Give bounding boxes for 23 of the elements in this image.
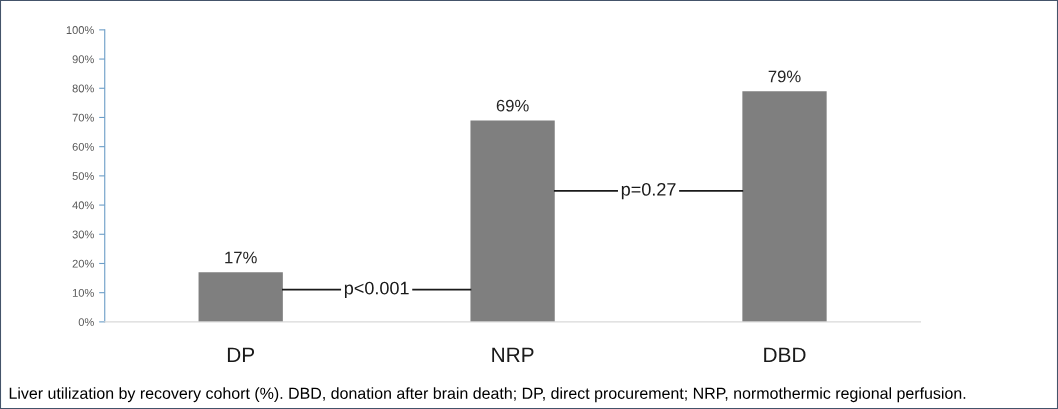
x-tick-label: NRP [492, 347, 534, 362]
y-tick-label: 10% [72, 288, 94, 297]
data-label: 79% [768, 70, 801, 83]
y-tick-label: 90% [72, 55, 94, 64]
x-tick-label: DBD [764, 347, 806, 362]
data-label: 17% [225, 251, 257, 264]
y-tick-label: 60% [72, 142, 94, 151]
y-tick-label: 80% [72, 84, 94, 93]
y-tick-label: 40% [72, 201, 94, 210]
annotation: p<0.001 [344, 281, 409, 299]
bar [742, 91, 827, 322]
y-tick-label: 30% [72, 230, 94, 239]
y-tick-label: 70% [72, 113, 94, 122]
text: Liver utilization by recovery cohort (%). DBD, donation after brain death; DP, direct procurement; NRP, normothermic regional perfusion. [9, 387, 966, 403]
annotation: p=0.27 [621, 182, 676, 200]
bar [470, 120, 555, 322]
y-tick-label: 100% [66, 26, 94, 34]
data-label: 69% [496, 99, 529, 112]
y-tick-label: 50% [72, 172, 94, 181]
x-tick-label: DP [227, 347, 255, 362]
y-tick-label: 0% [78, 318, 94, 327]
bar [198, 272, 283, 322]
y-tick-label: 20% [72, 259, 94, 268]
